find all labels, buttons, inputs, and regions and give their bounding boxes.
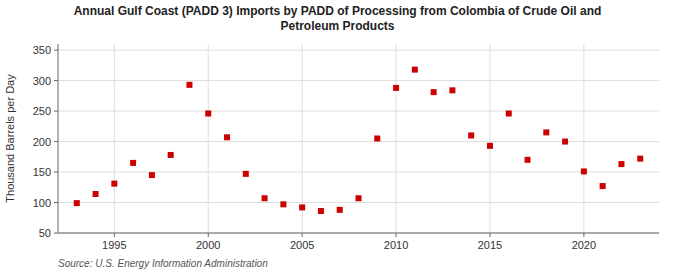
point [318, 208, 324, 214]
x-tick-label: 2000 [196, 239, 220, 251]
x-tick [489, 233, 490, 237]
chart-container: Annual Gulf Coast (PADD 3) Imports by PA… [0, 0, 675, 275]
y-tick-label: 50 [39, 227, 51, 239]
x-tick [208, 233, 209, 237]
x-tick-label: 1995 [102, 239, 126, 251]
point [93, 191, 99, 197]
point [581, 168, 587, 174]
points [74, 67, 643, 214]
y-tick-label: 250 [33, 105, 51, 117]
x-tick [302, 233, 303, 237]
y-tick [54, 50, 58, 51]
y-grid-line [58, 141, 659, 142]
point [637, 156, 643, 162]
y-tick-label: 100 [33, 197, 51, 209]
x-tick-label: 2015 [478, 239, 502, 251]
y-tick [54, 172, 58, 173]
x-grid-line [489, 44, 490, 233]
point [412, 67, 418, 73]
point [111, 181, 117, 187]
y-tick [54, 141, 58, 142]
grid [58, 44, 659, 233]
y-tick-label: 300 [33, 75, 51, 87]
point [186, 82, 192, 88]
y-tick-label: 150 [33, 166, 51, 178]
point [393, 85, 399, 91]
point [449, 87, 455, 93]
point [130, 160, 136, 166]
y-tick [54, 233, 58, 234]
y-grid-line [58, 50, 659, 51]
point [487, 143, 493, 149]
y-tick [54, 80, 58, 81]
chart-title-line: Annual Gulf Coast (PADD 3) Imports by PA… [74, 4, 602, 18]
x-tick [396, 233, 397, 237]
x-tick [114, 233, 115, 237]
y-grid-line [58, 233, 659, 234]
point [299, 204, 305, 210]
point [506, 111, 512, 117]
y-tick [54, 111, 58, 112]
point [543, 129, 549, 135]
point [168, 152, 174, 158]
x-tick-label: 2020 [572, 239, 596, 251]
point [337, 207, 343, 213]
y-grid-line [58, 111, 659, 112]
chart-svg: Annual Gulf Coast (PADD 3) Imports by PA… [0, 0, 675, 275]
point [468, 132, 474, 138]
point [74, 200, 80, 206]
y-tick [54, 202, 58, 203]
x-tick-label: 2005 [290, 239, 314, 251]
y-axis-line [58, 44, 59, 233]
y-grid-line [58, 172, 659, 173]
point [262, 195, 268, 201]
source-note: Source: U.S. Energy Information Administ… [58, 258, 268, 269]
point [431, 89, 437, 95]
x-axis-line [58, 233, 659, 234]
point [205, 111, 211, 117]
point [600, 183, 606, 189]
point [280, 201, 286, 207]
point [356, 195, 362, 201]
y-axis-label: Thousand Barrels per Day [4, 74, 16, 203]
point [224, 134, 230, 140]
y-tick-label: 350 [33, 44, 51, 56]
x-grid-line [583, 44, 584, 233]
y-grid-line [58, 202, 659, 203]
point [149, 172, 155, 178]
point [243, 171, 249, 177]
x-grid-line [396, 44, 397, 233]
chart-title: Annual Gulf Coast (PADD 3) Imports by PA… [74, 4, 602, 33]
x-tick-label: 2010 [384, 239, 408, 251]
y-tick-label: 200 [33, 136, 51, 148]
point [618, 161, 624, 167]
point [374, 136, 380, 142]
point [525, 157, 531, 163]
y-grid-line [58, 80, 659, 81]
axes: 1995 2000 2005 2010 2015 2020 50 100 150 200 250 30… [33, 44, 596, 251]
x-grid-line [114, 44, 115, 233]
chart-title-line: Petroleum Products [280, 19, 394, 33]
x-grid-line [208, 44, 209, 233]
point [562, 139, 568, 145]
x-tick [583, 233, 584, 237]
